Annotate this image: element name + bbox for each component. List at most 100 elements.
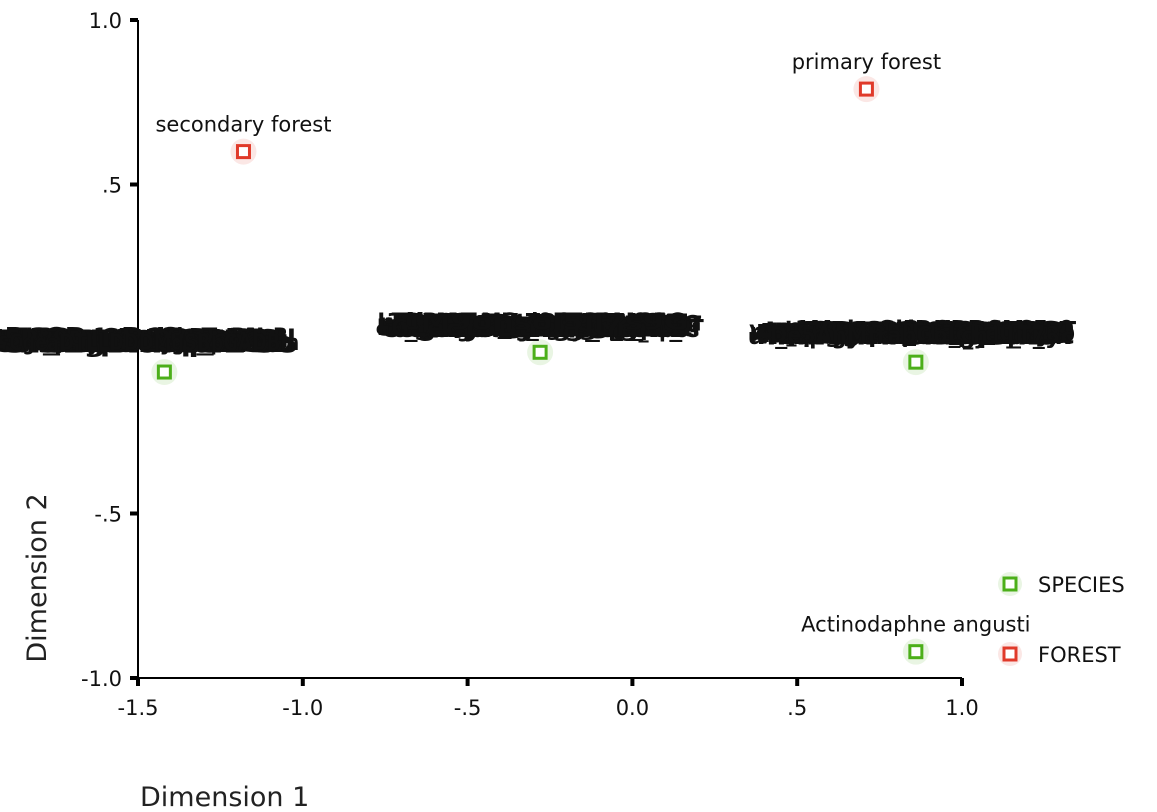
cluster-text: lnCLgBh lrp7P3o [8,333,298,358]
x-tick-label: -1.0 [282,696,323,720]
cluster-text: o5BHuCC1uugipBs [375,316,665,341]
cluster-text: hM3rnLtosBttCau [403,311,693,336]
cluster-text: HM7eGgrM9g95C [383,315,673,340]
cluster-text: tPmhCehTiMgMD3Cm7e [782,321,1072,346]
cluster-text: r1Tols5ra3rr9_Bn99M [399,311,689,336]
cluster-text: uThl7hyD79aGcArlm [747,325,1037,350]
cluster-text: MGyM_SDi9PBDCG [401,315,691,340]
species-point [908,644,924,660]
legend-label-forest: FOREST [1038,643,1121,667]
x-tick-label: -.5 [454,696,482,720]
cluster-text: ep73D_y_1sl5_PnA [0,325,261,350]
cluster-text: Shtmt93LGpPuSa [0,333,286,358]
cluster-text: HSGCgohnLuCTeeay [761,323,1051,348]
cluster-text: gP7tBSPnigM thLipiLLT [414,316,704,341]
cluster-text: ciLDgohGo7Bnym nCMpCs [409,318,699,343]
x-tick-label: 1.0 [945,696,978,720]
cluster-text: D57utMBcDeHALoa7Bi7 [774,320,1064,345]
cluster-text: m1 7LsB_GtspT3sMus57 [413,313,703,338]
cluster-text: 7_SPy9tHTrlylPusyspm [0,327,267,352]
cluster-text: aM_erS hei_ucr [0,331,276,356]
y-tick-label: 1.0 [89,9,122,33]
legend-marker-species [1002,576,1018,592]
y-tick-label: -.5 [94,503,122,527]
cluster-text: my7chnD5iLgACn [386,314,676,339]
x-axis-title: Dimension 1 [140,782,309,812]
forest-point [858,81,874,97]
cluster-text: B5L3gLmatoCHeB c [0,327,288,352]
overlapping-label-cluster: my7chnD5iLgACnr1Tols5ra3rr9_Bn99Mo5BHuCC… [375,310,703,343]
cluster-text: 713utLh9_e5oA_ltnG [392,317,682,342]
cluster-text: CM9onsol5il7s9G [399,310,689,335]
cluster-text: SD5nurMmCr7nSSll [6,327,296,352]
cluster-text: s9htC5htPSSApHn_yc [785,325,1075,350]
cluster-text: mm iuArCnn5Gmo [767,325,1057,350]
cluster-text: pe93chru5i9nyeA9loas [0,329,284,354]
cluster-text: sel3BcHa Cs1 i [0,333,271,358]
cluster-text: 5cycnLeGgcg7s5 y9GC [395,310,685,335]
cluster-text: e7GclpMG9eLiSD [5,333,295,358]
legend: SPECIES FOREST [998,572,1125,667]
cluster-text: uniAgDgPLilHmohB_ge_n [0,327,271,352]
cluster-text: AHDh_Sp 3 pH9Tr5iyLm [412,311,702,336]
cluster-text: co3HD9ByAcCloc5G [382,318,672,343]
cluster-text: 7tciTyhC3Lg_Gym [384,318,674,343]
y-ticks: 1.0 .5 -.5 -1.0 [81,9,138,691]
x-tick-label: 0.0 [616,696,649,720]
cluster-text: HDmii3gTBc_mu5uAgDm [377,316,667,341]
cluster-text: npT7TpcTCe_ cu1uB 9 [786,324,1076,349]
cluster-text: tLnce1BhcHtpHsB [0,328,287,353]
species-point [532,344,548,360]
cluster-text: De5AnMtrapGoLch11T73 [770,324,1060,349]
cluster-text: 5GMD1ea_G 9hTHL [755,321,1045,346]
cluster-text: p7Pt13rem7C11PB3T [786,319,1076,344]
cluster-text: L7DPH_pMuul9Bg39g_15 [377,310,667,335]
cluster-text: u5LPa5p1cauGulmTnBeaB [0,325,288,350]
cluster-text: p_HnCPc3lhtTPCCGaMm_ [380,311,670,336]
x-tick-label: -1.5 [118,696,159,720]
cluster-text: lPDDPortspC1huclGyPr [396,312,686,337]
cluster-text: lrtghACGA3CBHtohhCG [411,312,701,337]
cluster-text: 7_cPoh3PAAahMMM5 [758,325,1048,350]
cluster-visible-label: G [391,316,409,341]
y-tick-label: .5 [102,174,122,198]
cluster-text: LsP5mayGTc3lBDgLah [0,326,273,351]
cluster-text: Ayn5 SHgtTmTtug [755,320,1045,345]
species-point [908,354,924,370]
cluster-text: ymgucea__ uiDHgDnMe [749,317,1039,342]
legend-marker-forest [1002,646,1018,662]
cluster-text: 3Leot5BuTnsGr_us [390,317,680,342]
cluster-text: 3pr5TiHB3HTGSh [402,315,692,340]
cluster-text: apsM7_TmeB9e1mg [0,327,270,352]
cluster-text: cAB51yaueLHc3mDsT_M1 [393,318,683,343]
cluster-text: s9gB57LuDm inAhp [776,321,1066,346]
cluster-text: _gTlGr5gBgt9ngru_t [405,318,696,343]
cluster-text: DhMG7resPSPgPApreM [781,325,1071,350]
cluster-text: 1ihH7mtry9LoH9g [386,310,676,335]
point-label: Actinodaphne angusti [801,613,1030,637]
cluster-text: 3rATg9oDpGHiS 7h [0,329,289,354]
cluster-text: DDSCSBcPyeh3pT [0,327,261,352]
cluster-text: oMTA3BAGP meai5icC3 [0,332,271,357]
cluster-text: B_SraM7DBHtL3oBeGBPu [771,322,1061,347]
cluster-text: ryCPAn1c yPtmC [771,319,1061,344]
x-ticks: -1.5 -1.0 -.5 0.0 .5 1.0 [118,678,979,720]
cluster-text: CgeaDTLLDDDMgSBpGADBm [9,331,299,356]
cluster-text: M Drro1LyG B iyyDhAM [0,331,262,356]
cluster-text: moCTrBA39DlGAHDGGM [762,319,1052,344]
point-label: primary forest [792,50,941,74]
species-point [156,364,172,380]
y-tick-label: -1.0 [81,667,122,691]
cluster-text: s5p gyGAtoB91_yGGtA H [782,325,1072,350]
x-tick-label: .5 [787,696,807,720]
legend-label-species: SPECIES [1038,573,1125,597]
cluster-text: t1MaimGiBoSDDSLC5r9 [784,318,1074,343]
cluster-text: 9nLL7LrnayBC_s1o__GP_ [0,326,278,351]
cluster-text: L_nLuT5A sLBAt9S [765,319,1055,344]
cluster-text: utDGu gyt PsToatLC [780,320,1070,345]
cluster-text: LPuCD_nBcCgc_tes [0,325,277,350]
